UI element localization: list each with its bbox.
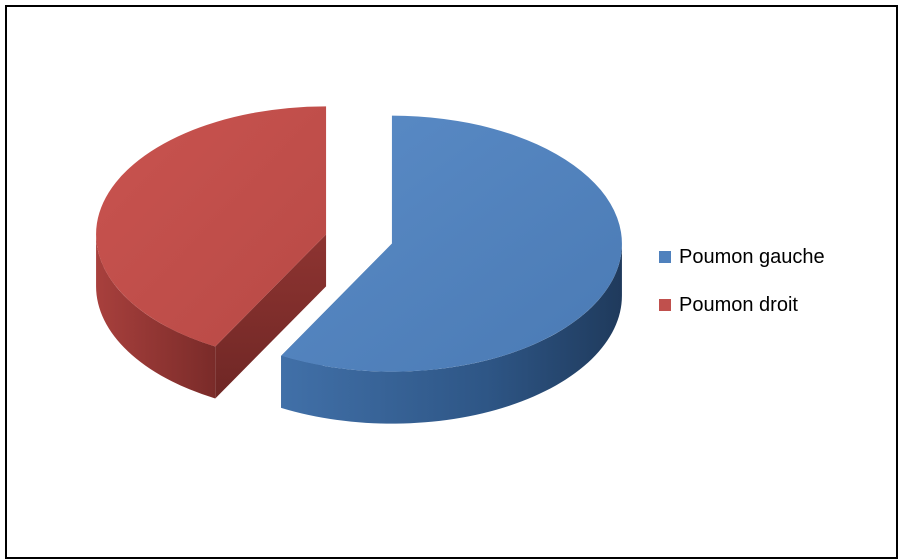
pie-slice-poumon-gauche — [281, 115, 622, 424]
chart-frame: Poumon gauche Poumon droit — [5, 5, 898, 559]
legend-swatch-poumon-droit — [659, 299, 671, 311]
legend: Poumon gauche Poumon droit — [659, 245, 825, 341]
pie-side-poumon-gauche — [281, 243, 622, 424]
pie-side-poumon-droit — [96, 234, 216, 399]
pie-top-poumon-gauche — [281, 115, 622, 372]
legend-label-poumon-gauche: Poumon gauche — [679, 246, 825, 268]
pie-face-poumon-droit-start — [215, 234, 327, 399]
pie-top-poumon-droit — [96, 106, 327, 347]
legend-swatch-poumon-gauche — [659, 251, 671, 263]
pie-chart — [96, 106, 622, 424]
legend-label-poumon-droit: Poumon droit — [679, 294, 798, 316]
pie-slice-poumon-droit — [96, 106, 327, 399]
legend-item-poumon-gauche: Poumon gauche — [659, 245, 825, 269]
legend-item-poumon-droit: Poumon droit — [659, 293, 825, 317]
